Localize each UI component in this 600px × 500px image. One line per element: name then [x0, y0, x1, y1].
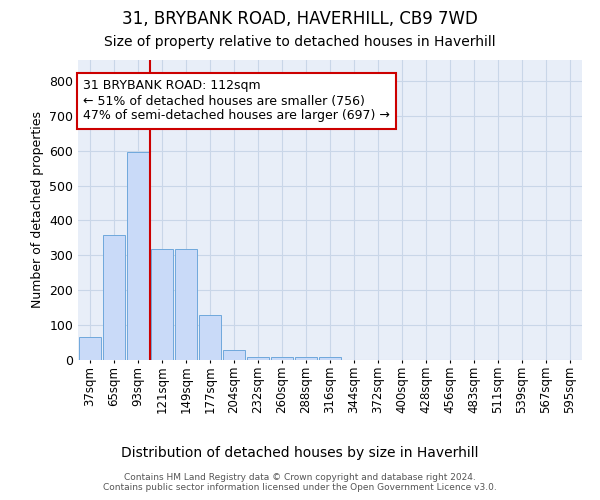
- Text: Distribution of detached houses by size in Haverhill: Distribution of detached houses by size …: [121, 446, 479, 460]
- Bar: [79, 338, 101, 360]
- Bar: [199, 314, 221, 360]
- Bar: [319, 357, 341, 360]
- Text: 31 BRYBANK ROAD: 112sqm
← 51% of detached houses are smaller (756)
47% of semi-d: 31 BRYBANK ROAD: 112sqm ← 51% of detache…: [83, 80, 390, 122]
- Bar: [295, 357, 317, 360]
- Y-axis label: Number of detached properties: Number of detached properties: [31, 112, 44, 308]
- Bar: [127, 152, 149, 360]
- Bar: [223, 350, 245, 360]
- Bar: [151, 249, 173, 360]
- Bar: [175, 249, 197, 360]
- Text: 31, BRYBANK ROAD, HAVERHILL, CB9 7WD: 31, BRYBANK ROAD, HAVERHILL, CB9 7WD: [122, 10, 478, 28]
- Bar: [271, 357, 293, 360]
- Bar: [103, 235, 125, 360]
- Text: Size of property relative to detached houses in Haverhill: Size of property relative to detached ho…: [104, 35, 496, 49]
- Text: Contains HM Land Registry data © Crown copyright and database right 2024.
Contai: Contains HM Land Registry data © Crown c…: [103, 473, 497, 492]
- Bar: [247, 357, 269, 360]
